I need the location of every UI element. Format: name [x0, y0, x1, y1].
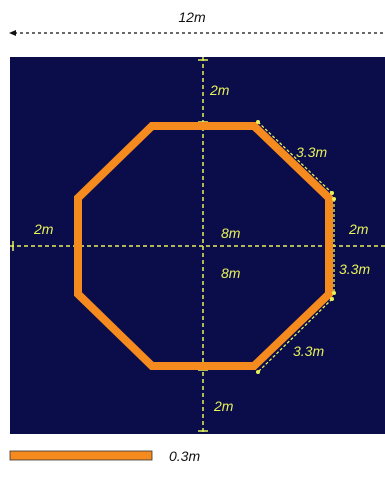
- legend-label: 0.3m: [169, 448, 200, 464]
- top-dimension-arrow-icon: [9, 30, 16, 36]
- legend-swatch: [9, 450, 153, 461]
- edge-top-right-label: 3.3m: [296, 144, 327, 160]
- octagon-shape: [74, 122, 333, 370]
- inner-width-label: 8m: [221, 225, 241, 241]
- top-dimension-label: 12m: [178, 9, 206, 25]
- inner-height-label: 8m: [221, 265, 241, 281]
- right-margin-label: 2m: [348, 221, 369, 237]
- edge-dimension-arrows: [256, 120, 336, 374]
- diagram-background: [10, 57, 385, 434]
- left-margin-label: 2m: [33, 221, 54, 237]
- edge-dimension-lines: [257, 121, 335, 373]
- top-margin-label: 2m: [209, 82, 230, 98]
- edge-right-label: 3.3m: [339, 261, 370, 277]
- bottom-margin-label: 2m: [213, 398, 234, 414]
- edge-bottom-right-label: 3.3m: [293, 343, 324, 359]
